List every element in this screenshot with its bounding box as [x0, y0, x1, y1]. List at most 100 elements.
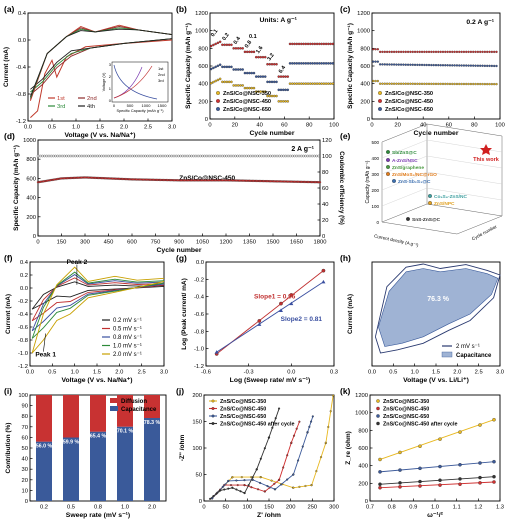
data-point: [432, 63, 435, 67]
ce-point: [174, 154, 178, 158]
data-point: [420, 82, 424, 85]
ce-point: [78, 154, 81, 158]
x-tick-label: 2.0: [453, 370, 461, 376]
data-point: [488, 82, 491, 86]
x-tick-label: 200: [286, 505, 296, 511]
ce-point: [43, 154, 46, 158]
data-point: [279, 75, 283, 78]
data-point: [227, 487, 230, 490]
data-point: [329, 42, 332, 46]
x-tick-label: 2.5: [144, 125, 152, 131]
data-point: [245, 71, 249, 75]
inset-curve: [113, 64, 158, 100]
ce-point: [115, 154, 119, 158]
data-point: [478, 423, 482, 427]
data-point: [257, 75, 260, 78]
data-point: [495, 64, 498, 68]
y-tick-label: 400: [26, 196, 36, 202]
legend-swatch: [110, 406, 118, 411]
data-point: [241, 84, 244, 87]
comparison-label: ZnS-Sb₂S₃@C: [398, 179, 431, 185]
x-tick-label: 1.5: [96, 125, 104, 131]
ce-point: [85, 154, 88, 158]
data-point: [259, 457, 262, 460]
data-point: [254, 55, 258, 59]
ce-point: [91, 154, 95, 158]
x-axis-label: Cycle number: [414, 130, 459, 137]
data-point: [268, 80, 271, 84]
data-point: [492, 459, 496, 464]
data-point: [331, 42, 335, 46]
x-axis-label: Cycle number: [250, 130, 295, 137]
data-point: [446, 50, 449, 54]
data-point: [455, 50, 459, 54]
data-point: [439, 82, 442, 86]
ce-point: [267, 154, 270, 158]
legend-entry: 0.5 mV s⁻¹: [113, 327, 142, 333]
legend-entry: 0.8 mV s⁻¹: [113, 335, 142, 341]
data-point: [398, 485, 402, 489]
data-point: [221, 65, 224, 69]
ce-point: [47, 154, 51, 158]
data-point: [221, 43, 224, 47]
data-point: [441, 82, 445, 86]
legend-marker: [211, 399, 215, 403]
data-point: [250, 486, 253, 489]
ce-point: [196, 154, 200, 158]
x-axis-label: Voltage (V vs. Na/Na⁺): [61, 377, 132, 384]
data-point: [409, 63, 412, 66]
x-tick-label: 20: [394, 123, 400, 129]
legend-marker: [376, 421, 380, 426]
data-point: [230, 80, 233, 84]
data-point: [311, 415, 314, 418]
legend-entry: ZnS/Co@NSC-450: [223, 99, 271, 105]
data-point: [270, 94, 274, 98]
data-point: [243, 484, 246, 487]
data-point: [214, 350, 219, 354]
data-point: [209, 67, 213, 71]
data-point: [298, 420, 301, 423]
data-point: [402, 63, 405, 66]
legend-marker: [376, 399, 380, 403]
x-tick-label: 0: [370, 123, 373, 129]
ce-point: [245, 154, 248, 158]
data-point: [302, 42, 305, 46]
data-point: [327, 425, 330, 429]
bar-label: 70.1 %: [117, 429, 134, 435]
data-point: [306, 42, 310, 46]
data-point: [331, 62, 335, 65]
ce-point: [170, 154, 174, 158]
data-point: [492, 474, 496, 479]
ce-point: [128, 154, 132, 158]
x-tick-label: 450: [104, 240, 114, 246]
bar-capacitance: [144, 418, 160, 501]
ce-point: [251, 154, 255, 158]
highlight-label: This work: [473, 157, 500, 163]
ce-point: [192, 154, 195, 158]
x-tick-label: 3.0: [168, 125, 176, 131]
ce-point: [253, 154, 257, 158]
y-tick-label: 200: [198, 99, 208, 105]
data-point: [483, 82, 487, 86]
data-point: [236, 47, 240, 50]
y-tick-label: 0.0: [20, 286, 28, 292]
inset-legend-entry: 2nd: [158, 72, 165, 77]
cv-curve-cathodic: [31, 282, 165, 339]
3d-gridline: [381, 139, 503, 159]
legend-entry: ZnS/Co@NSC-350: [385, 91, 433, 97]
data-point: [315, 470, 318, 473]
data-point: [239, 68, 242, 71]
ce-point: [54, 154, 57, 158]
ce-point: [120, 154, 123, 158]
y-tick-label: 20: [22, 478, 28, 484]
ce-point: [117, 154, 121, 158]
legend-entry: 1.0 mV s⁻¹: [113, 344, 142, 350]
data-point: [257, 55, 260, 59]
data-point: [478, 461, 482, 465]
data-point: [451, 64, 454, 67]
data-point: [385, 63, 389, 66]
ce-point: [172, 154, 176, 158]
ce-point: [41, 154, 44, 158]
data-point: [388, 82, 391, 85]
y-tick-label: -0.8: [18, 338, 28, 344]
